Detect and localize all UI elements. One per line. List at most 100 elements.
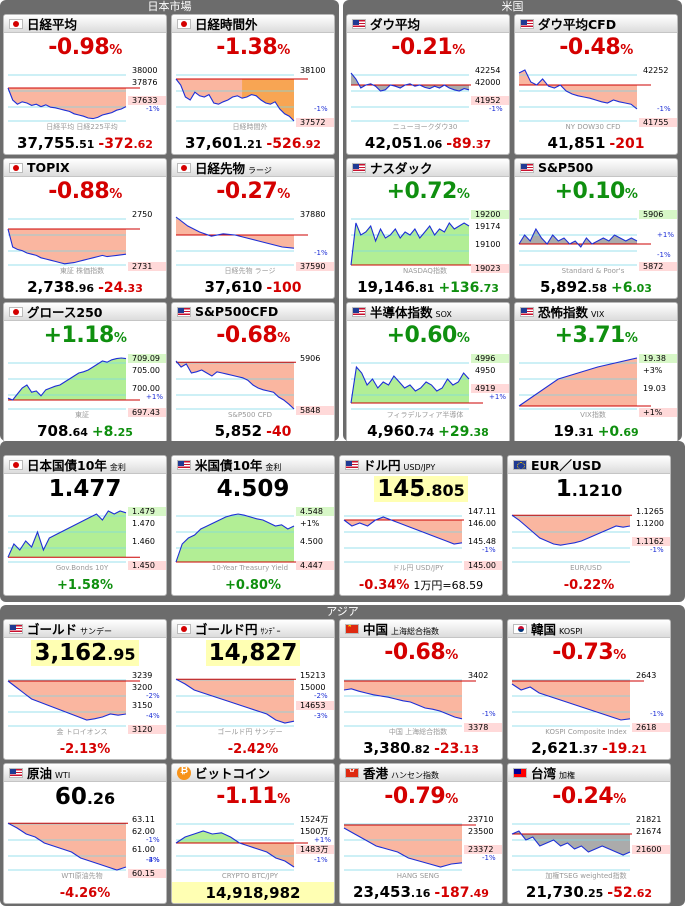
axis-tick-label: 145.00 bbox=[468, 561, 496, 570]
chart-watermark: Gov.Bonds 10Y bbox=[56, 564, 109, 572]
chart-line bbox=[518, 357, 638, 407]
section-rates-fx: 日本国債10年 金利 1.477 Gov.Bonds 10Y 1.479 1.470 1.4… bbox=[0, 441, 685, 602]
axis-tick-label: 2750 bbox=[132, 210, 152, 219]
market-card-kospi[interactable]: 韓国 KOSPI -0.73% KOSPI Composite Index 2643 26… bbox=[507, 619, 671, 760]
change-percent: +0.10% bbox=[554, 179, 638, 204]
instrument-subname: ハンセン指数 bbox=[391, 771, 440, 780]
percent-gridline-label: -1% bbox=[657, 251, 671, 259]
change-amount: -24.33 bbox=[98, 280, 143, 296]
market-card-dow[interactable]: ダウ平均 -0.21% ニューヨークダウ30 42254 42000 41952 -1% 42… bbox=[346, 14, 510, 155]
chart-area bbox=[8, 88, 126, 119]
card-footer: -2.13% bbox=[4, 738, 166, 757]
market-card-nikkei-after[interactable]: 日経時間外 -1.38% 日経時間外 38100 37572 -1% 37,601.21 -5… bbox=[171, 14, 335, 155]
market-card-usdjpy[interactable]: ドル円 USD/JPY 145.805 ドル円 USD/JPY 147.11 146.00… bbox=[339, 455, 503, 596]
axis-tick-label: 3378 bbox=[468, 723, 488, 732]
chart-area bbox=[8, 681, 126, 720]
chart-area bbox=[176, 361, 294, 409]
instrument-subname: VIX bbox=[591, 310, 605, 319]
card-header: 原油 WTI bbox=[4, 764, 166, 782]
axis-tick-label: 1483万 bbox=[300, 845, 328, 854]
axis-tick-label: 4.548 bbox=[300, 507, 323, 516]
chart-line bbox=[7, 822, 127, 871]
instrument-name: 原油 WTI bbox=[27, 766, 71, 781]
flag-us-icon bbox=[345, 459, 359, 470]
market-card-dowcfd[interactable]: ダウ平均CFD -0.48% NY DOW30 CFD 42252 41755 -1% 41… bbox=[514, 14, 678, 155]
axis-tick-label: 41755 bbox=[643, 118, 668, 127]
percent-gridline-label: +1% bbox=[657, 231, 674, 239]
axis-tick-label: 19100 bbox=[475, 240, 500, 249]
price-chart: KOSPI Composite Index 2643 2618 -1% bbox=[508, 668, 670, 738]
market-card-bitcoin[interactable]: ビットコイン -1.11% CRYPTO BTC/JPY 1524万 1500万 1483… bbox=[171, 763, 335, 904]
change-percent: -0.34% bbox=[358, 578, 410, 593]
instrument-name: TOPIX bbox=[27, 160, 70, 175]
market-card-goldjpy[interactable]: ゴールド円 ｻﾝﾃﾞｰ 14,827 ゴールド円 サンデー 15213 15000 1465… bbox=[171, 619, 335, 760]
percent-gridline-label: -1% bbox=[482, 710, 496, 718]
market-card-sp500cfd[interactable]: S&P500CFD -0.68% S&P500 CFD 5906 5848 5,852 -4… bbox=[171, 302, 335, 443]
flag-us-icon bbox=[9, 767, 23, 778]
card-footer: 37,610 -100 bbox=[172, 277, 334, 296]
axis-tick-label: 4950 bbox=[475, 366, 495, 375]
axis-tick-label: 23710 bbox=[468, 815, 493, 824]
change-percent: +0.80% bbox=[225, 578, 281, 593]
price-chart: ドル円 USD/JPY 147.11 146.00 145.48 145.00 -1% bbox=[340, 504, 502, 574]
market-card-jgb10[interactable]: 日本国債10年 金利 1.477 Gov.Bonds 10Y 1.479 1.470 1.4… bbox=[3, 455, 167, 596]
instrument-name: 香港 ハンセン指数 bbox=[363, 766, 440, 781]
section-us-market: 米国 ダウ平均 -0.21% ニューヨークダウ30 42254 42000 41952 -1… bbox=[343, 0, 682, 443]
chart-watermark: 東証 株価指数 bbox=[60, 266, 104, 275]
card-header: EUR／USD bbox=[508, 456, 670, 474]
change-percent: -0.21% bbox=[391, 35, 465, 60]
card-header: 日経平均 bbox=[4, 15, 166, 33]
card-footer: +0.80% bbox=[172, 574, 334, 593]
market-card-sox[interactable]: 半導体指数 SOX +0.60% フィラデルフィア半導体 4996 4950 4919 +1%… bbox=[346, 302, 510, 443]
market-card-sp500[interactable]: S&P500 +0.10% Standard & Poor's 5906 5872 +1%… bbox=[514, 158, 678, 299]
market-card-taiex[interactable]: 台湾 加権 -0.24% 加権TSEG weighted指数 21821 21674 216… bbox=[507, 763, 671, 904]
current-value: 1.1210 bbox=[555, 476, 623, 502]
card-footer: 21,730.25 -52.62 bbox=[508, 882, 670, 901]
flag-jp-icon bbox=[9, 162, 23, 173]
percent-gridline-label: +1% bbox=[489, 393, 506, 401]
current-value: 145.805 bbox=[340, 476, 502, 502]
market-card-ust10[interactable]: 米国債10年 金利 4.509 10-Year Treasury Yield 4.548… bbox=[171, 455, 335, 596]
card-header: 韓国 KOSPI bbox=[508, 620, 670, 638]
market-card-wti[interactable]: 原油 WTI 60.26 WTI原油先物 63.11 62.00 61.00 60.15 -1%… bbox=[3, 763, 167, 904]
axis-tick-label: 42000 bbox=[475, 78, 500, 87]
card-header: ダウ平均CFD bbox=[515, 15, 677, 33]
axis-tick-label: 1524万 bbox=[300, 815, 328, 824]
market-card-nikkei[interactable]: 日経平均 -0.98% 日経平均 日経225平均 38000 37876 37633 -1%… bbox=[3, 14, 167, 155]
market-card-nasdaq[interactable]: ナスダック +0.72% NASDAQ指数 19200 19174 19100 19023 1… bbox=[346, 158, 510, 299]
market-card-gold[interactable]: ゴールド サンデー 3,162.95 金 トロイオンス 3239 3200 3150 3120… bbox=[3, 619, 167, 760]
percent-gridline-label: -1% bbox=[314, 856, 328, 864]
market-card-nikkei-futures[interactable]: 日経先物 ラージ -0.27% 日経先物 ラージ 37880 37590 -1% 37,610… bbox=[171, 158, 335, 299]
market-card-growth250[interactable]: グロース250 +1.18% 東証 709.09 705.00 700.00 697.43 +… bbox=[3, 302, 167, 443]
percent-gridline-label: -1% bbox=[489, 105, 503, 113]
chart-watermark: ドル円 USD/JPY bbox=[393, 564, 445, 572]
instrument-name: 韓国 KOSPI bbox=[531, 622, 583, 637]
change-percent: +3.71% bbox=[554, 323, 638, 348]
card-header: 恐怖指数 VIX bbox=[515, 303, 677, 321]
card-footer: 37,601.21 -526.92 bbox=[172, 133, 334, 152]
percent-gridline-label: -3% bbox=[146, 856, 160, 864]
flag-us-icon bbox=[352, 162, 366, 173]
price-chart: NY DOW30 CFD 42252 41755 -1% bbox=[515, 63, 677, 133]
chart-line bbox=[518, 69, 638, 110]
market-card-vix[interactable]: 恐怖指数 VIX +3.71% VIX指数 19.38 +3% 19.03 +1% 19.31 +… bbox=[514, 302, 678, 443]
instrument-name: 中国 上海総合指数 bbox=[363, 622, 440, 637]
market-card-eurusd[interactable]: EUR／USD 1.1210 EUR/USD 1.1265 1.1200 1.1162 -1… bbox=[507, 455, 671, 596]
price-chart: 東証 709.09 705.00 700.00 697.43 +1% bbox=[4, 351, 166, 421]
axis-tick-label: 2643 bbox=[636, 671, 656, 680]
axis-tick-label: 4.500 bbox=[300, 537, 323, 546]
chart-area-secondary bbox=[242, 79, 294, 121]
market-card-topix[interactable]: TOPIX -0.88% 東証 株価指数 2750 2731 2,738.96 -24.33 bbox=[3, 158, 167, 299]
price-chart: 10-Year Treasury Yield 4.548 +1% 4.500 4.447 bbox=[172, 504, 334, 574]
flag-tw-icon bbox=[513, 767, 527, 778]
instrument-subname: ラージ bbox=[248, 166, 272, 175]
percent-gridline-label: -1% bbox=[482, 546, 496, 554]
change-percent: -2.42% bbox=[227, 742, 279, 757]
chart-line bbox=[175, 216, 295, 249]
card-footer: 37,755.51 -372.62 bbox=[4, 133, 166, 152]
axis-tick-label: 1.450 bbox=[132, 561, 155, 570]
chart-area bbox=[176, 514, 294, 562]
card-footer: 5,852 -40 bbox=[172, 421, 334, 440]
